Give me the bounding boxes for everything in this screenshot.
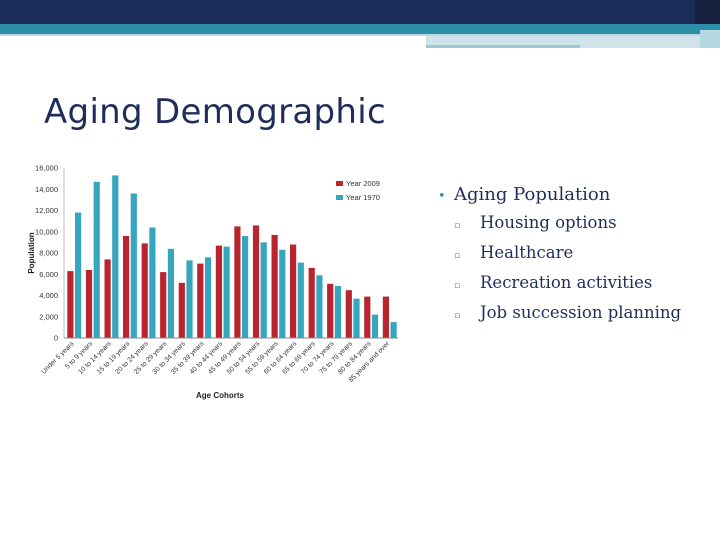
bar-marks [67, 175, 397, 339]
sub-bullet-text: Housing options [480, 213, 617, 232]
y-tick-label: 0 [54, 334, 58, 343]
y-axis-ticks: 0 2,000 4,000 6,000 8,000 10,000 12,000 14,000 1… [35, 164, 58, 343]
square-bullet-icon: ▫ [454, 311, 461, 321]
bar-year-1970 [130, 193, 137, 338]
y-tick-label: 16,000 [35, 164, 58, 173]
legend-swatch [336, 181, 343, 186]
header-accent-bar [0, 24, 720, 34]
header-accent-line [426, 45, 580, 48]
bar-year-2009 [85, 270, 93, 338]
y-tick-label: 2,000 [39, 312, 58, 321]
bar-year-2009 [141, 243, 148, 338]
bar-year-1970 [167, 248, 174, 339]
bar-year-2009 [215, 245, 222, 338]
bar-year-1970 [112, 175, 119, 338]
chart-svg: 0 2,000 4,000 6,000 8,000 10,000 12,000 14,000 1… [27, 164, 398, 400]
legend-label: Year 1970 [346, 193, 380, 202]
bar-year-2009 [290, 244, 297, 338]
bar-year-1970 [316, 275, 323, 338]
bar-year-2009 [308, 267, 315, 338]
bar-year-2009 [160, 272, 167, 338]
bar-year-1970 [93, 181, 100, 338]
y-tick-label: 12,000 [35, 206, 58, 215]
bar-year-2009 [67, 271, 74, 338]
bar-year-1970 [75, 212, 82, 338]
bar-year-1970 [334, 285, 341, 338]
header-accent-strip [700, 30, 720, 48]
sub-bullet-item: ▫ Housing options [438, 211, 708, 238]
sub-bullet-item: ▫ Job succession planning [438, 301, 708, 328]
sub-bullet-text: Job succession planning [480, 303, 682, 322]
square-bullet-icon: ▫ [454, 251, 461, 261]
header-bar [0, 0, 720, 24]
y-tick-label: 14,000 [35, 185, 58, 194]
bar-year-1970 [297, 262, 304, 338]
bullet-list: • Aging Population ▫ Housing options ▫ H… [438, 184, 708, 331]
bar-year-1970 [371, 314, 379, 338]
bar-year-1970 [242, 236, 249, 338]
bullet-main-text: Aging Population [454, 184, 611, 205]
bullet-dot-icon: • [438, 189, 446, 204]
bar-year-2009 [271, 234, 278, 338]
bar-year-1970 [223, 246, 230, 338]
bar-year-1970 [186, 260, 193, 338]
legend-label: Year 2009 [346, 179, 380, 188]
square-bullet-icon: ▫ [454, 221, 461, 231]
bullet-main-item: • Aging Population [438, 184, 708, 205]
sub-bullet-list: ▫ Housing options ▫ Healthcare ▫ Recreat… [438, 211, 708, 328]
bar-year-1970 [260, 242, 267, 338]
bar-year-1970 [353, 298, 360, 338]
bar-year-2009 [178, 282, 185, 339]
bar-year-2009 [345, 290, 352, 338]
bar-year-2009 [123, 236, 130, 338]
sub-bullet-text: Recreation activities [480, 273, 653, 292]
population-chart: 0 2,000 4,000 6,000 8,000 10,000 12,000 14,000 1… [24, 158, 404, 404]
bar-year-2009 [364, 296, 371, 338]
bar-year-1970 [390, 322, 397, 338]
sub-bullet-item: ▫ Healthcare [438, 241, 708, 268]
bar-year-1970 [279, 249, 286, 338]
sub-bullet-item: ▫ Recreation activities [438, 271, 708, 298]
square-bullet-icon: ▫ [454, 281, 461, 291]
header-bar-corner [695, 0, 720, 24]
header-divider [0, 34, 720, 36]
bar-year-2009 [382, 296, 389, 338]
bar-year-2009 [252, 225, 260, 338]
y-axis-label: Population [27, 232, 36, 273]
bar-year-1970 [149, 227, 156, 338]
bar-year-2009 [104, 259, 111, 338]
bar-year-1970 [204, 257, 212, 339]
bar-year-2009 [197, 263, 204, 338]
y-tick-label: 10,000 [35, 227, 58, 236]
y-tick-label: 8,000 [39, 249, 58, 258]
bar-year-2009 [234, 226, 241, 338]
legend-swatch [336, 195, 343, 200]
x-axis-label: Age Cohorts [196, 391, 245, 400]
y-tick-label: 4,000 [39, 291, 58, 300]
slide-title: Aging Demographic [44, 92, 387, 132]
sub-bullet-text: Healthcare [480, 243, 574, 262]
y-tick-label: 6,000 [39, 270, 58, 279]
bar-year-2009 [327, 283, 334, 338]
chart-legend: Year 2009 Year 1970 [336, 179, 380, 202]
